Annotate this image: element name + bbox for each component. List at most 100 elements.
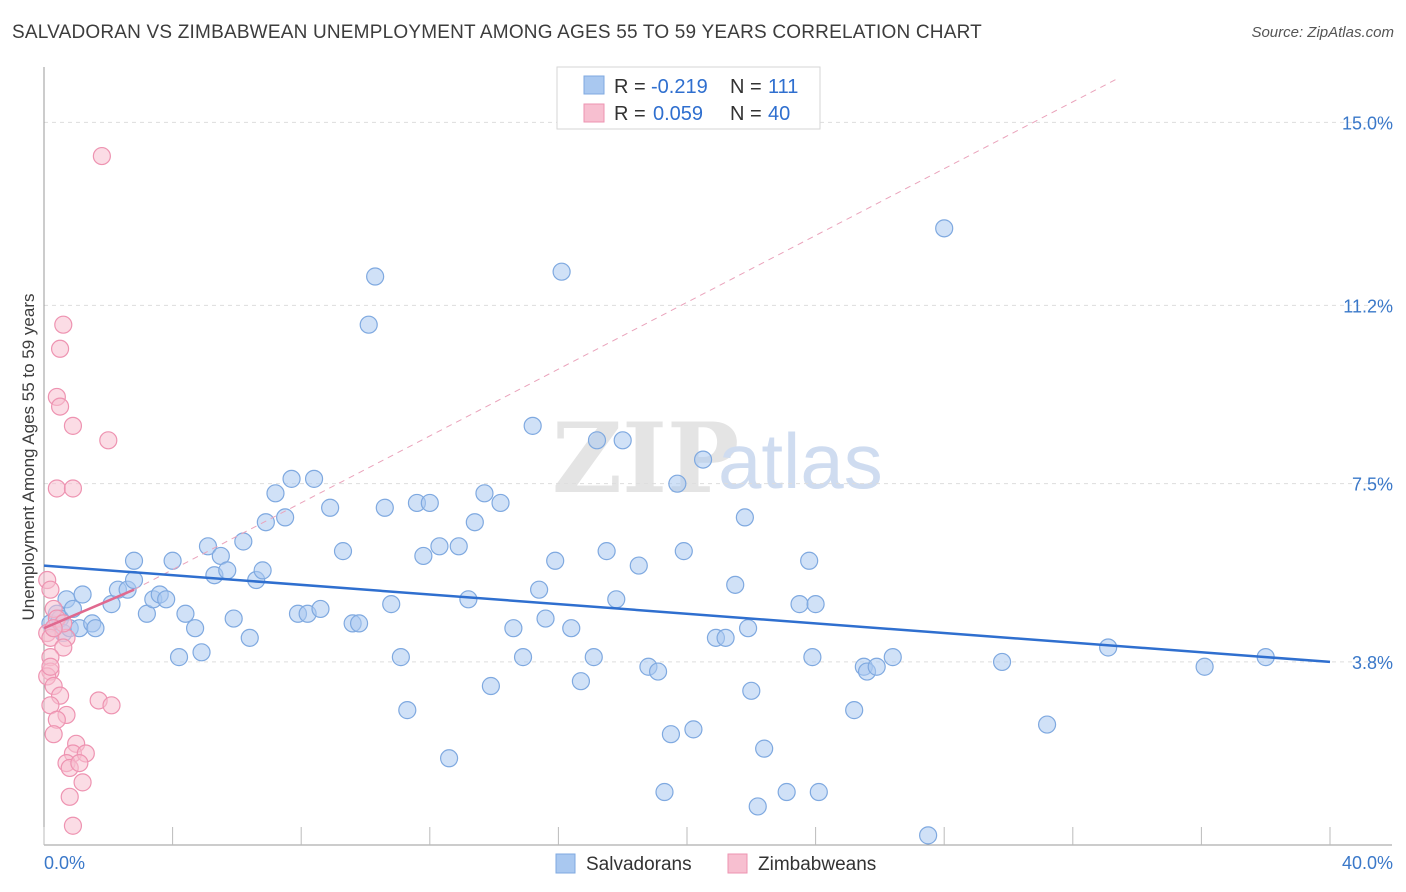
salvadoran-point bbox=[491, 493, 510, 513]
zimbabwean-point bbox=[41, 657, 60, 676]
salvadoran-point bbox=[668, 474, 687, 493]
zimbabwean-point bbox=[63, 416, 83, 435]
salvadoran-point bbox=[304, 469, 324, 488]
salvadoran-point bbox=[234, 532, 253, 551]
salvadoran-point bbox=[613, 431, 632, 450]
salvadoran-point bbox=[86, 619, 105, 638]
salvadoran-point bbox=[777, 782, 796, 802]
source-label: Source: ZipAtlas.com bbox=[1251, 24, 1394, 41]
x-tick-label-max: 40.0% bbox=[1342, 853, 1393, 873]
salvadoran-point bbox=[391, 648, 410, 667]
salvadoran-point bbox=[414, 546, 433, 566]
salvadoran-point bbox=[176, 604, 195, 623]
salvadoran-point bbox=[321, 498, 340, 517]
salvadoran-point bbox=[253, 561, 272, 580]
zimbabwean-point bbox=[44, 725, 63, 744]
salvadoran-point bbox=[655, 782, 674, 802]
legend-r-label-1: R = bbox=[614, 76, 646, 98]
salvadoran-point bbox=[587, 431, 607, 450]
legend-n-value-1: 111 bbox=[768, 76, 798, 98]
salvadoran-point bbox=[459, 590, 478, 609]
salvadorans-trend-line bbox=[43, 564, 1331, 664]
salvadoran-point bbox=[311, 599, 330, 619]
legend-top: R = -0.219 N = 111 R = 0.059 N = 40 bbox=[556, 66, 821, 130]
bottom-legend-swatch-salvadorans bbox=[555, 853, 576, 874]
salvadoran-point bbox=[935, 219, 954, 238]
zimbabwean-point bbox=[41, 580, 60, 599]
salvadoran-point bbox=[992, 652, 1012, 672]
salvadoran-point bbox=[481, 676, 500, 696]
salvadoran-point bbox=[375, 498, 394, 517]
data-points bbox=[38, 146, 1275, 845]
salvadoran-point bbox=[186, 619, 205, 638]
salvadoran-point bbox=[513, 648, 533, 667]
salvadoran-point bbox=[398, 701, 417, 720]
axes bbox=[43, 67, 1392, 846]
salvadoran-point bbox=[748, 797, 767, 816]
salvadoran-point bbox=[803, 648, 822, 667]
bottom-legend-label-salvadorans: Salvadorans bbox=[586, 854, 692, 875]
salvadoran-point bbox=[684, 720, 703, 739]
salvadoran-point bbox=[1037, 715, 1057, 734]
salvadoran-point bbox=[648, 662, 668, 681]
salvadoran-point bbox=[266, 484, 285, 503]
axis-ticks: 3.8% 7.5% 11.2% 15.0% 0.0% 40.0% bbox=[44, 113, 1393, 873]
salvadoran-point bbox=[439, 749, 459, 768]
y-tick-label: 3.8% bbox=[1352, 653, 1393, 673]
salvadoran-point bbox=[597, 542, 616, 561]
zimbabwean-point bbox=[47, 479, 66, 498]
salvadoran-point bbox=[359, 315, 378, 334]
legend-r-label-2: R = bbox=[614, 103, 646, 125]
salvadoran-point bbox=[661, 725, 681, 744]
salvadoran-point bbox=[218, 561, 237, 580]
salvadoran-point bbox=[1099, 638, 1118, 657]
zimbabwean-point bbox=[54, 315, 73, 334]
y-tick-label: 15.0% bbox=[1342, 113, 1393, 133]
legend-swatch-zimbabweans bbox=[583, 103, 605, 123]
chart-title: SALVADORAN VS ZIMBABWEAN UNEMPLOYMENT AM… bbox=[12, 22, 982, 43]
salvadoran-point bbox=[726, 575, 745, 594]
salvadoran-point bbox=[845, 701, 864, 720]
salvadoran-point bbox=[800, 551, 819, 570]
salvadoran-point bbox=[465, 513, 484, 532]
salvadoran-point bbox=[742, 681, 761, 700]
y-axis-label: Unemployment Among Ages 55 to 59 years bbox=[19, 294, 38, 621]
salvadoran-point bbox=[73, 585, 92, 604]
zimbabwean-point bbox=[50, 397, 70, 416]
zimbabwean-point bbox=[50, 339, 70, 358]
legend-n-value-2: 40 bbox=[768, 103, 790, 125]
trend-lines bbox=[43, 78, 1331, 664]
salvadoran-point bbox=[523, 416, 542, 435]
zimbabwean-point bbox=[54, 638, 73, 657]
salvadoran-point bbox=[919, 826, 938, 845]
zimbabwean-point bbox=[60, 787, 79, 806]
salvadoran-point bbox=[504, 619, 523, 638]
salvadoran-point bbox=[192, 643, 211, 662]
bottom-legend-swatch-zimbabweans bbox=[727, 853, 748, 874]
salvadoran-point bbox=[809, 782, 828, 802]
bottom-legend-label-zimbabweans: Zimbabweans bbox=[758, 854, 876, 875]
legend-r-value-1: -0.219 bbox=[651, 76, 708, 98]
salvadoran-point bbox=[693, 450, 713, 469]
salvadoran-point bbox=[349, 614, 369, 633]
salvadoran-point bbox=[382, 595, 401, 614]
legend-swatch-salvadorans bbox=[583, 75, 605, 95]
salvadoran-point bbox=[163, 551, 182, 570]
salvadoran-point bbox=[790, 595, 809, 614]
zimbabwean-point bbox=[73, 773, 92, 792]
x-tick-label-min: 0.0% bbox=[44, 853, 85, 873]
zimbabwean-point bbox=[92, 146, 111, 166]
salvadoran-point bbox=[546, 551, 565, 570]
salvadoran-point bbox=[256, 513, 275, 532]
salvadoran-point bbox=[607, 590, 626, 609]
salvadoran-point bbox=[430, 537, 449, 556]
salvadoran-point bbox=[536, 609, 555, 628]
legend-r-value-2: 0.059 bbox=[653, 103, 703, 125]
salvadoran-point bbox=[366, 267, 385, 286]
salvadoran-point bbox=[584, 648, 603, 667]
salvadoran-point bbox=[169, 648, 189, 667]
zimbabwean-point bbox=[70, 754, 89, 773]
salvadoran-point bbox=[157, 590, 176, 609]
salvadoran-point bbox=[883, 648, 902, 667]
salvadoran-point bbox=[124, 570, 144, 590]
